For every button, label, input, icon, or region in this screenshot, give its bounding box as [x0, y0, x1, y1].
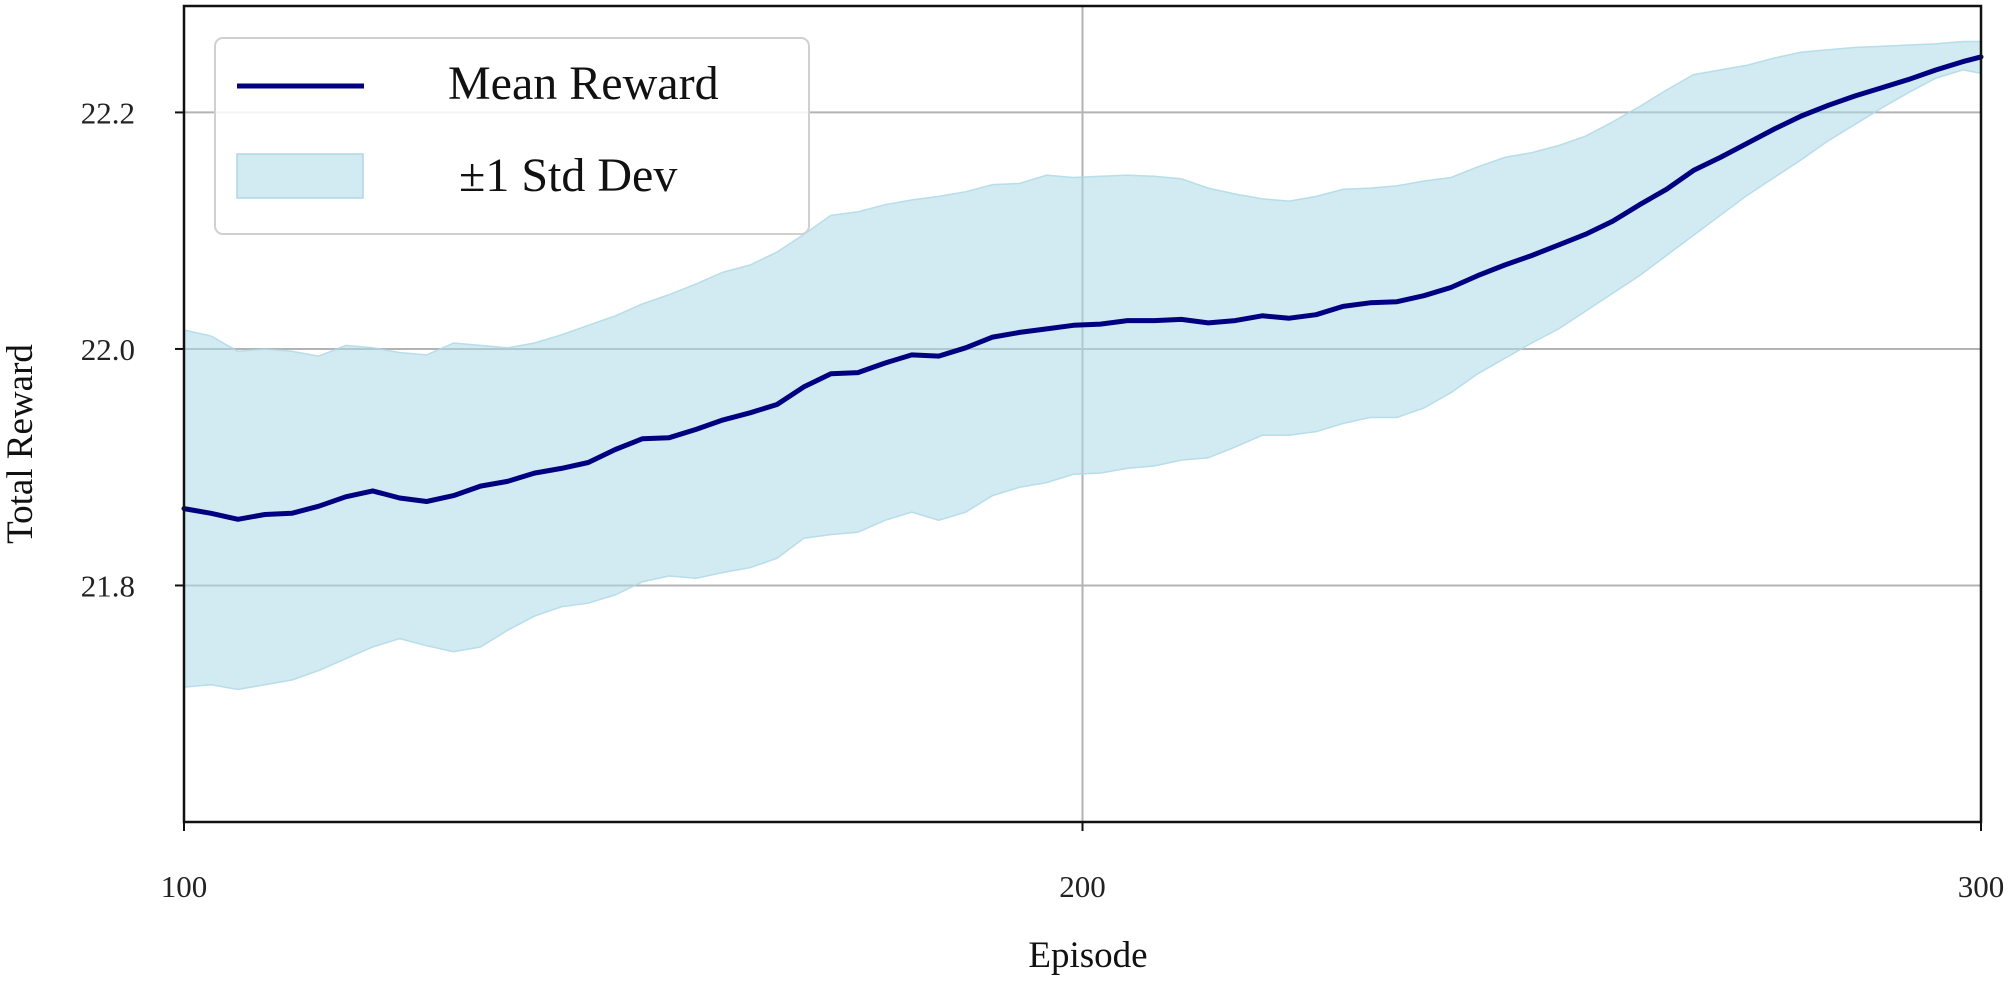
x-tick-label: 300 — [1958, 869, 2005, 904]
legend: Mean Reward ±1 Std Dev — [214, 37, 810, 235]
legend-band-swatch — [236, 153, 364, 199]
legend-label-mean: Mean Reward — [448, 57, 719, 110]
y-axis-title: Total Reward — [0, 344, 41, 544]
y-tick-label: 21.8 — [81, 568, 135, 603]
x-tick-label: 100 — [161, 869, 208, 904]
axis-ticks: 100 200 300 21.8 22.0 22.2 — [81, 95, 2005, 904]
mean-reward-line — [181, 54, 1984, 522]
x-tick-label: 200 — [1059, 869, 1106, 904]
y-tick-label: 22.0 — [81, 332, 135, 367]
y-tick-label: 22.2 — [81, 95, 135, 130]
legend-label-std: ±1 Std Dev — [459, 149, 677, 202]
x-axis-title: Episode — [1028, 935, 1147, 976]
